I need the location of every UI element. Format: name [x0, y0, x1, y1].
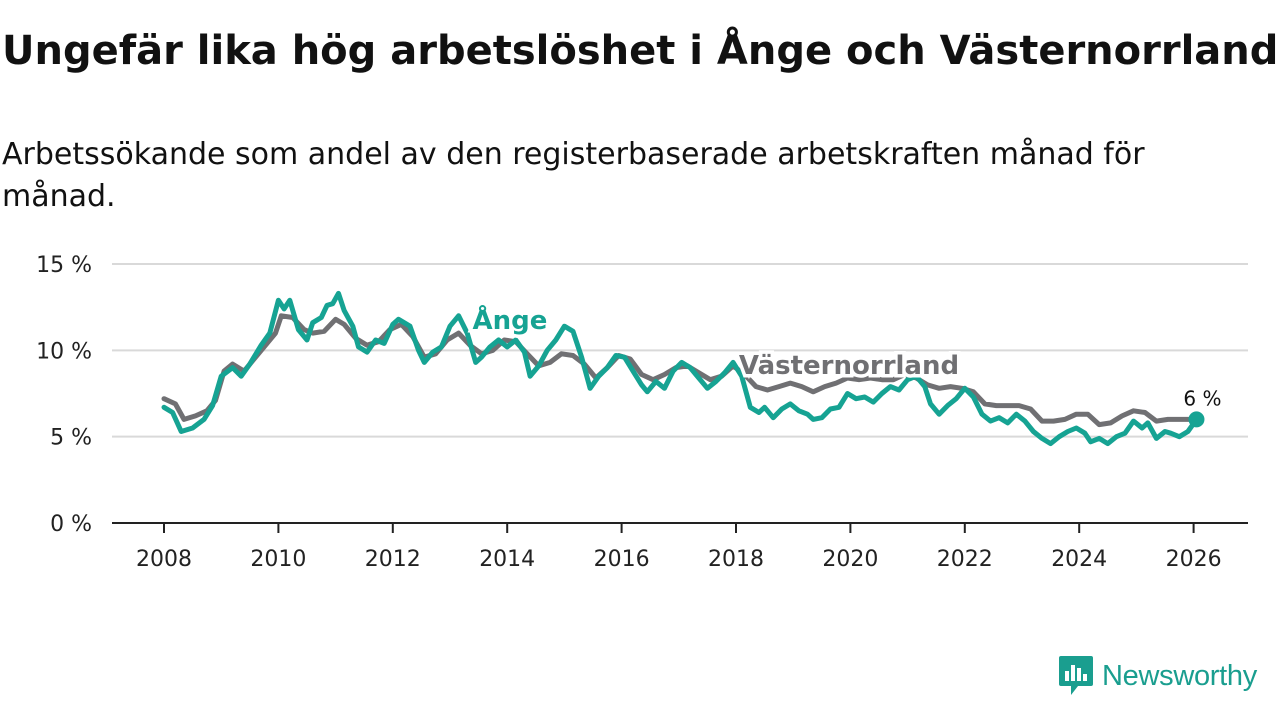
- series-line-vasternorrland: [161, 313, 1199, 428]
- y-tick-label: 10 %: [36, 339, 92, 364]
- series-labels: Ånge Västernorrland 6 %: [469, 301, 1222, 428]
- y-tick-label: 15 %: [36, 253, 92, 278]
- x-tick-label: 2016: [594, 547, 650, 572]
- x-axis-ticks: 2008 2010 2012 2014 2016 2018 2020 2022 2024 2026: [136, 523, 1222, 572]
- y-axis-ticks: 0 % 5 % 10 % 15 %: [36, 253, 92, 537]
- end-point-marker: [1188, 411, 1205, 428]
- x-tick-label: 2010: [250, 547, 306, 572]
- y-tick-label: 5 %: [50, 426, 92, 451]
- chart-subtitle: Arbetssökande som andel av den registerb…: [2, 137, 1145, 214]
- x-tick-label: 2020: [822, 547, 878, 572]
- brand-name: Newsworthy: [1102, 659, 1257, 692]
- x-tick-label: 2018: [708, 547, 764, 572]
- y-tick-label: 0 %: [50, 512, 92, 537]
- series-label-ange: Ånge: [473, 304, 548, 336]
- x-tick-label: 2012: [365, 547, 421, 572]
- newsworthy-chart-bubble-icon: [1059, 656, 1093, 695]
- newsworthy-logo: Newsworthy: [1058, 654, 1257, 698]
- series-lines: [161, 290, 1199, 447]
- x-tick-label: 2024: [1051, 547, 1107, 572]
- series-label-vasternorrland: Västernorrland: [739, 351, 959, 381]
- x-tick-label: 2022: [937, 547, 993, 572]
- x-tick-label: 2014: [479, 547, 535, 572]
- chart-title: Ungefär lika hög arbetslöshet i Ånge och…: [2, 28, 1279, 74]
- series-line-ange: [161, 290, 1199, 447]
- x-tick-label: 2008: [136, 547, 192, 572]
- x-tick-label: 2026: [1166, 547, 1222, 572]
- end-value-label: 6 %: [1183, 386, 1221, 410]
